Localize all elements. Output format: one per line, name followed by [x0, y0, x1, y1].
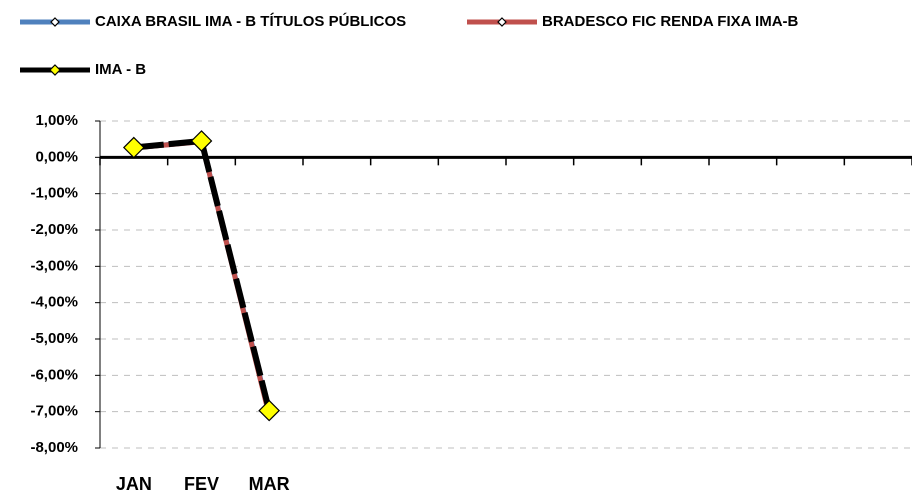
marker [122, 136, 145, 159]
legend-marker [49, 64, 61, 76]
y-tick-label: -2,00% [30, 221, 78, 238]
y-tick-label: 0,00% [35, 148, 78, 165]
y-tick-label: -5,00% [30, 330, 78, 347]
legend-label: IMA - B [95, 61, 146, 78]
legend-label: BRADESCO FIC RENDA FIXA IMA-B [542, 13, 799, 30]
x-tick-label: MAR [249, 474, 290, 493]
y-tick-label: 1,00% [35, 112, 78, 129]
marker [258, 399, 281, 422]
x-tick-label: JAN [116, 474, 152, 493]
y-tick-label: -8,00% [30, 439, 78, 456]
series-line [133, 137, 273, 412]
x-tick-label: FEV [184, 474, 219, 493]
legend-marker [50, 17, 60, 27]
y-tick-label: -6,00% [30, 366, 78, 383]
y-tick-label: -3,00% [30, 257, 78, 274]
legend-marker [497, 17, 507, 27]
legend-label: CAIXA BRASIL IMA - B TÍTULOS PÚBLICOS [95, 12, 406, 30]
y-tick-label: -4,00% [30, 294, 78, 311]
y-tick-label: -7,00% [30, 403, 78, 420]
series-line [133, 138, 272, 415]
y-tick-label: -1,00% [30, 185, 78, 202]
series-line [133, 139, 272, 416]
marker [190, 130, 213, 152]
